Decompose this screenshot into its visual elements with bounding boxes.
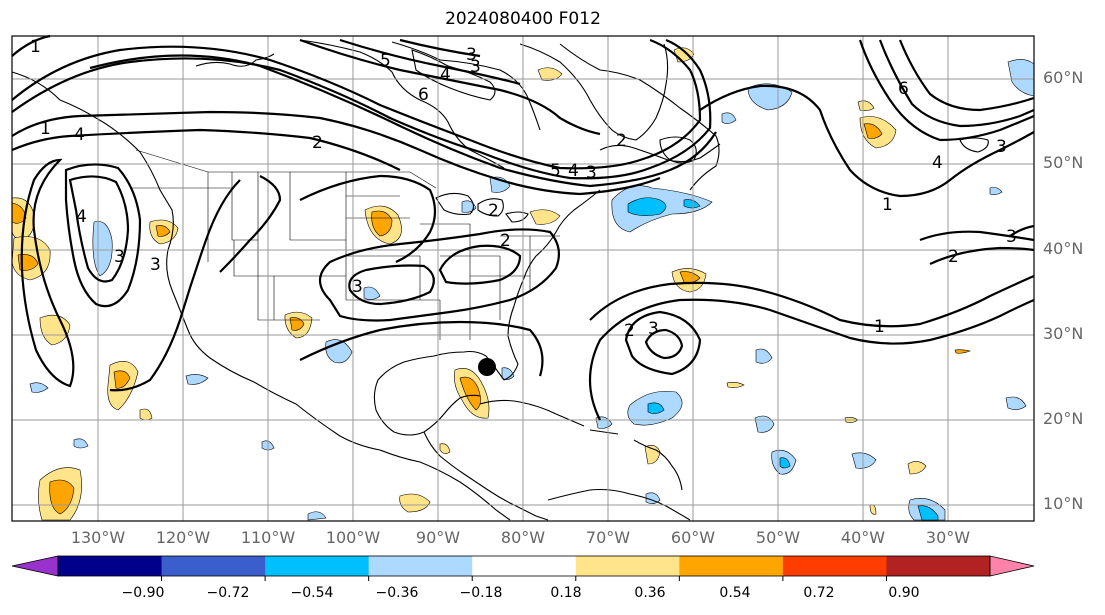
contour-label: 4 (932, 153, 943, 173)
colorbar (11, 555, 1035, 581)
map-frame (11, 35, 1035, 522)
lon-label-50w: 50°W (755, 528, 801, 547)
colorbar-tick-label: 0.54 (719, 585, 751, 601)
contour-labels: 1 1 4 3 2 5 4 3 6 4 3 5 4 3 2 2 3 2 2 3 … (30, 37, 1017, 341)
lon-label-120w: 120°W (155, 528, 211, 547)
colorbar-segment (782, 556, 887, 576)
colorbar-tick-label: −0.18 (459, 585, 503, 601)
contour-label: 4 (440, 65, 451, 85)
lat-label-10n: 10°N (1043, 494, 1084, 513)
lon-label-80w: 80°W (500, 528, 546, 547)
colorbar-under-arrow (12, 556, 58, 576)
lat-lon-gridlines (12, 36, 1034, 521)
lat-label-30n: 30°N (1043, 324, 1084, 343)
colorbar-segment (368, 556, 473, 576)
colorbar-tick-label: 0.18 (550, 585, 582, 601)
lon-label-40w: 40°W (840, 528, 886, 547)
contour-label: 2 (948, 247, 959, 267)
colorbar-segment (161, 556, 266, 576)
colorbar-segment (472, 556, 577, 576)
contour-label: 1 (882, 195, 893, 215)
lat-label-20n: 20°N (1043, 409, 1084, 428)
lon-label-70w: 70°W (585, 528, 631, 547)
map-title: 2024080400 F012 (445, 9, 601, 29)
state-borders (130, 149, 560, 340)
contour-label: 1 (40, 119, 51, 139)
lon-label-60w: 60°W (670, 528, 716, 547)
contour-label: 2 (624, 321, 635, 341)
lat-label-60n: 60°N (1043, 68, 1084, 87)
colorbar-over-arrow (990, 556, 1034, 576)
colorbar-segment (575, 556, 680, 576)
contour-label: 1 (30, 37, 41, 57)
colorbar-segment (265, 556, 370, 576)
colorbar-tick-label: 0.90 (888, 585, 920, 601)
colorbar-segment (679, 556, 784, 576)
contour-label: 5 (550, 161, 561, 181)
contour-label: 6 (898, 79, 909, 99)
colorbar-segment (58, 556, 163, 576)
lon-label-90w: 90°W (415, 528, 461, 547)
lat-label-40n: 40°N (1043, 239, 1084, 258)
colorbar-tick-label: −0.36 (375, 585, 419, 601)
colorbar-tick-label: −0.54 (290, 585, 334, 601)
lon-label-100w: 100°W (325, 528, 381, 547)
contour-label: 4 (76, 207, 87, 227)
contour-label: 3 (996, 137, 1007, 157)
lon-label-130w: 130°W (70, 528, 126, 547)
contour-label: 2 (312, 133, 323, 153)
contour-label: 2 (488, 201, 499, 221)
storm-center-marker[interactable] (478, 358, 496, 376)
contour-label: 3 (114, 247, 125, 267)
contour-label: 3 (466, 45, 477, 65)
colorbar-segments (58, 556, 991, 576)
lat-label-50n: 50°N (1043, 153, 1084, 172)
contour-label: 4 (568, 161, 579, 181)
colorbar-segment (886, 556, 991, 576)
contour-label: 4 (74, 125, 85, 145)
contour-label: 3 (352, 277, 363, 297)
contour-label: 3 (586, 163, 597, 183)
negative-anomalies (29, 59, 1035, 521)
contour-label: 3 (1006, 227, 1017, 247)
colorbar-tick-label: −0.90 (121, 585, 165, 601)
contour-label: 6 (418, 85, 429, 105)
lon-label-30w: 30°W (925, 528, 971, 547)
contour-lines (11, 34, 1035, 421)
contour-label: 5 (380, 51, 391, 71)
contour-label: 2 (616, 131, 627, 151)
colorbar-tick-label: −0.72 (206, 585, 250, 601)
contour-label: 1 (874, 317, 885, 337)
colorbar-tick-label: 0.72 (803, 585, 835, 601)
contour-label: 3 (470, 57, 481, 77)
colorbar-tick-label: 0.36 (634, 585, 666, 601)
contour-label: 2 (500, 231, 511, 251)
colorbar-ticks (161, 576, 887, 581)
contour-label: 3 (648, 319, 659, 339)
contour-label: 3 (150, 255, 161, 275)
lon-label-110w: 110°W (240, 528, 296, 547)
